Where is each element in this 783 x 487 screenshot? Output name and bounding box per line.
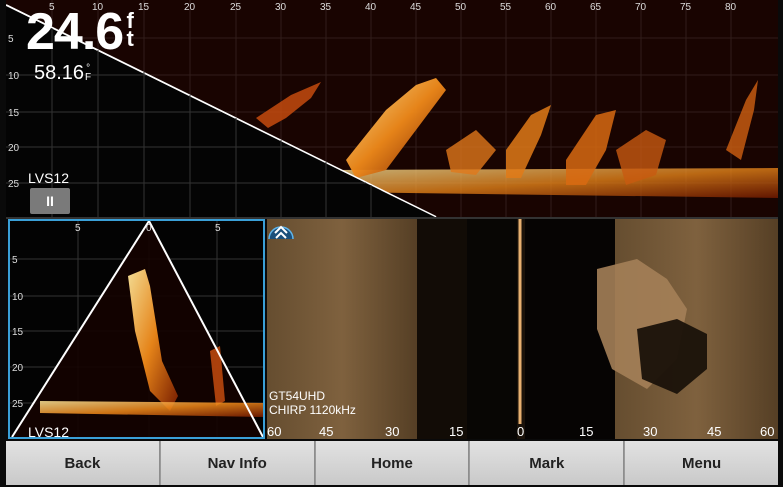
transducer-mode-label: LVS12 [28,170,69,186]
home-button[interactable]: Home [315,441,470,485]
mark-button[interactable]: Mark [470,441,625,485]
transducer-mode-label: LVS12 [28,424,69,439]
svg-text:10: 10 [8,71,20,82]
left-bottom-texture [267,219,417,439]
pause-button[interactable]: II [30,188,70,214]
svg-text:60: 60 [545,2,557,13]
svg-text:15: 15 [8,108,20,119]
svg-text:80: 80 [725,2,737,13]
down-top-scale: 5 0 5 [75,223,221,234]
bottom-return [40,401,263,417]
svg-text:5: 5 [75,223,81,234]
svg-text:55: 55 [500,2,512,13]
transducer-model: GT54UHD [269,389,326,403]
svg-text:5: 5 [8,34,14,45]
svg-text:45: 45 [410,2,422,13]
temperature-value: 58.16 [34,62,85,84]
livescope-down-image: 5 0 5 5 10 15 20 25 [10,221,263,437]
sidevu-image [267,219,778,439]
transducer-frequency: CHIRP 1120kHz [269,403,356,417]
svg-text:35: 35 [320,2,332,13]
svg-text:5: 5 [215,223,221,234]
fish-return [256,82,321,128]
down-depth-scale: 5 10 15 20 25 [12,255,24,410]
svg-text:25: 25 [12,399,24,410]
svg-text:10: 10 [92,2,104,13]
transducer-info: GT54UHD CHIRP 1120kHz [269,389,356,417]
back-button[interactable]: Back [6,441,160,485]
nav-info-button[interactable]: Nav Info [160,441,315,485]
svg-text:5: 5 [12,255,18,266]
temperature-unit: ° F [85,63,92,83]
svg-text:30: 30 [275,2,287,13]
svg-text:20: 20 [184,2,196,13]
beam-edge-line [6,4,437,217]
depth-readout: 24.6 f t [26,6,137,58]
water-temperature: 58.16 ° F [34,62,92,84]
soft-key-bar: Back Nav Info Home Mark Menu [6,441,778,485]
svg-text:10: 10 [12,292,24,303]
livescope-down-view[interactable]: 5 0 5 5 10 15 20 25 LVS12 [8,219,265,439]
bottom-return [336,168,778,198]
beam-edge-right [148,221,263,437]
svg-text:70: 70 [635,2,647,13]
livescope-forward-view[interactable]: 5 10 15 20 25 30 35 40 45 50 55 60 65 70… [6,0,778,219]
svg-text:15: 15 [138,2,150,13]
depth-value: 24.6 [26,3,124,61]
svg-text:75: 75 [680,2,692,13]
svg-text:5: 5 [49,2,55,13]
sidevu-view[interactable]: GT54UHD CHIRP 1120kHz 60 45 30 15 0 15 3… [267,219,778,439]
svg-text:25: 25 [230,2,242,13]
livescope-forward-image: 5 10 15 20 25 30 35 40 45 50 55 60 65 70… [6,0,778,217]
svg-text:40: 40 [365,2,377,13]
boat-position-icon [268,225,294,240]
menu-button[interactable]: Menu [625,441,778,485]
svg-text:25: 25 [8,179,20,190]
svg-text:20: 20 [8,143,20,154]
svg-text:20: 20 [12,363,24,374]
svg-text:15: 15 [12,327,24,338]
structure-return [346,78,446,178]
sidevu-range-scale: 60 45 30 15 0 15 30 45 60 [267,424,775,439]
top-range-scale: 5 10 15 20 25 30 35 40 45 50 55 60 65 70… [49,2,737,13]
svg-text:65: 65 [590,2,602,13]
svg-text:50: 50 [455,2,467,13]
structure-return [128,269,178,411]
left-depth-scale: 5 10 15 20 25 [8,34,20,190]
beam-edge-left [11,221,150,437]
svg-text:0: 0 [146,223,152,234]
